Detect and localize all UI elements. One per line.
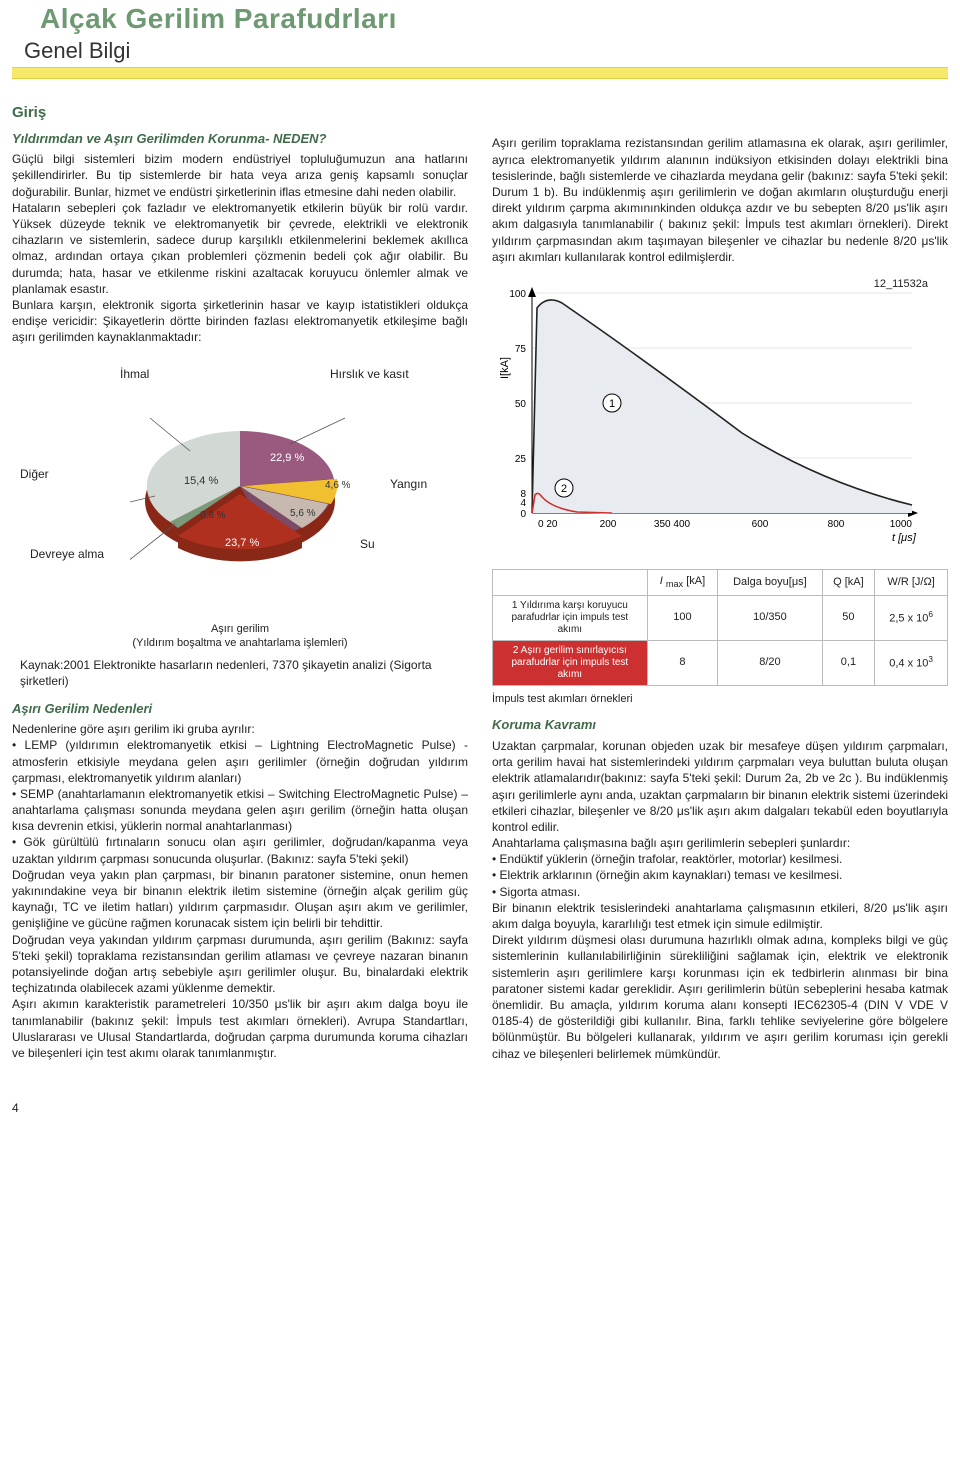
page-title-block: Alçak Gerilim Parafudrları Genel Bilgi xyxy=(12,0,948,65)
protect-bullet2: • Elektrik arklarının (örneğin akım kayn… xyxy=(492,867,948,883)
pie-label-ihmal: İhmal xyxy=(120,366,149,382)
th-q: Q [kA] xyxy=(822,569,875,595)
svg-text:2: 2 xyxy=(561,483,567,495)
pie-caption-asiri: Aşırı gerilim (Yıldırım boşaltma ve anah… xyxy=(12,622,468,652)
impulse-chart-svg: 100 75 50 25 8 4 0 0 20 200 350 400 600 … xyxy=(492,273,932,553)
left-column: Giriş Yıldırımdan ve Aşırı Gerilimden Ko… xyxy=(12,97,468,1069)
row2-wave: 8/20 xyxy=(718,640,822,685)
svg-text:75: 75 xyxy=(515,344,527,355)
svg-text:0: 0 xyxy=(520,509,526,520)
impulse-table: I max I max [kA][kA] Dalga boyu[μs] Q [k… xyxy=(492,569,948,686)
row1-label: 1 Yıldırıma karşı koruyucu parafudrlar i… xyxy=(493,595,648,640)
causes-p6: Doğrudan veya yakından yıldırım çarpması… xyxy=(12,932,468,997)
th-imax: I max I max [kA][kA] xyxy=(647,569,718,595)
why-heading: Yıldırımdan ve Aşırı Gerilimden Korunma-… xyxy=(12,130,468,148)
svg-text:t [μs]: t [μs] xyxy=(892,532,917,544)
svg-text:22,9 %: 22,9 % xyxy=(270,452,304,464)
impulse-table-caption: İmpuls test akımları örnekleri xyxy=(492,692,948,707)
table-row-1: 1 Yıldırıma karşı koruyucu parafudrlar i… xyxy=(493,595,948,640)
svg-text:I[kA]: I[kA] xyxy=(499,357,511,379)
pie-label-devreye: Devreye alma xyxy=(30,546,104,562)
svg-text:4,6 %: 4,6 % xyxy=(325,480,350,491)
intro-paragraph-1: Güçlü bilgi sistemleri bizim modern endü… xyxy=(12,151,468,200)
page-number: 4 xyxy=(12,1100,948,1116)
pie-chart: İhmal Hırslık ve kasıt Diğer Yangın Devr… xyxy=(20,356,460,616)
causes-heading: Aşırı Gerilim Nedenleri xyxy=(12,700,468,718)
causes-p7: Aşırı akımın karakteristik parametreleri… xyxy=(12,996,468,1061)
row2-label: 2 Aşırı gerilim sınırlayıcısı parafudrla… xyxy=(493,640,648,685)
impulse-chart: 12_11532a 100 xyxy=(492,273,932,563)
pie-label-hirslik: Hırslık ve kasıt xyxy=(330,366,409,382)
page-title: Alçak Gerilim Parafudrları xyxy=(40,0,948,38)
protect-bullet3: • Sigorta atması. xyxy=(492,884,948,900)
row1-wr: 2,5 x 106 xyxy=(875,595,948,640)
page-subtitle: Genel Bilgi xyxy=(24,36,948,66)
pie-label-su: Su xyxy=(360,536,375,552)
protect-p1: Uzaktan çarpmalar, korunan objeden uzak … xyxy=(492,738,948,835)
svg-text:350 400: 350 400 xyxy=(654,519,691,530)
intro-paragraph-2: Hataların sebepleri çok fazladır ve elek… xyxy=(12,200,468,297)
content-columns: Giriş Yıldırımdan ve Aşırı Gerilimden Ko… xyxy=(12,97,948,1069)
pie-label-diger: Diğer xyxy=(20,466,49,482)
causes-p3: • SEMP (anahtarlamanın elektromanyetik e… xyxy=(12,786,468,835)
causes-p1: Nedenlerine göre aşırı gerilim iki gruba… xyxy=(12,721,468,737)
th-wave: Dalga boyu[μs] xyxy=(718,569,822,595)
chart-id: 12_11532a xyxy=(874,277,928,292)
svg-text:25: 25 xyxy=(515,454,527,465)
svg-text:4: 4 xyxy=(520,498,526,509)
svg-text:1: 1 xyxy=(609,398,615,410)
svg-text:15,4 %: 15,4 % xyxy=(184,475,218,487)
svg-text:0,8 %: 0,8 % xyxy=(200,510,226,521)
svg-text:200: 200 xyxy=(600,519,617,530)
svg-text:800: 800 xyxy=(828,519,845,530)
row1-q: 50 xyxy=(822,595,875,640)
pie-svg: 22,9 % 27,1 % 4,6 % 5,6 % 23,7 % 0,8 % 1… xyxy=(130,396,350,596)
intro-paragraph-3: Bunlara karşın, elektronik sigorta şirke… xyxy=(12,297,468,346)
protect-p3: Bir binanın elektrik tesislerindeki anah… xyxy=(492,900,948,932)
row2-q: 0,1 xyxy=(822,640,875,685)
intro-heading: Giriş xyxy=(12,103,468,123)
right-p1: Aşırı gerilim topraklama rezistansından … xyxy=(492,135,948,265)
table-header-row: I max I max [kA][kA] Dalga boyu[μs] Q [k… xyxy=(493,569,948,595)
th-wr: W/R [J/Ω] xyxy=(875,569,948,595)
svg-text:5,6 %: 5,6 % xyxy=(290,508,316,519)
causes-p5: Doğrudan veya yakın plan çarpması, bir b… xyxy=(12,867,468,932)
svg-text:100: 100 xyxy=(509,289,526,300)
row2-imax: 8 xyxy=(647,640,718,685)
svg-text:50: 50 xyxy=(515,399,527,410)
svg-text:1000: 1000 xyxy=(890,519,913,530)
protect-p4: Direkt yıldırım düşmesi olası durumuna h… xyxy=(492,932,948,1062)
svg-text:0 20: 0 20 xyxy=(538,519,558,530)
protect-bullet1: • Endüktif yüklerin (örneğin trafolar, r… xyxy=(492,851,948,867)
row1-wave: 10/350 xyxy=(718,595,822,640)
row1-imax: 100 xyxy=(647,595,718,640)
table-row-2: 2 Aşırı gerilim sınırlayıcısı parafudrla… xyxy=(493,640,948,685)
svg-text:23,7 %: 23,7 % xyxy=(225,537,259,549)
right-column: Aşırı gerilim topraklama rezistansından … xyxy=(492,97,948,1069)
row2-wr: 0,4 x 103 xyxy=(875,640,948,685)
protect-p2: Anahtarlama çalışmasına bağlı aşırı geri… xyxy=(492,835,948,851)
causes-p4: • Gök gürültülü fırtınaların sonucu olan… xyxy=(12,834,468,866)
causes-p2: • LEMP (yıldırımın elektromanyetik etkis… xyxy=(12,737,468,786)
pie-source-text: Kaynak:2001 Elektronikte hasarların nede… xyxy=(20,657,460,689)
protect-heading: Koruma Kavramı xyxy=(492,716,948,734)
pie-label-yangin: Yangın xyxy=(390,476,427,492)
svg-text:600: 600 xyxy=(752,519,769,530)
header-divider xyxy=(12,67,948,79)
